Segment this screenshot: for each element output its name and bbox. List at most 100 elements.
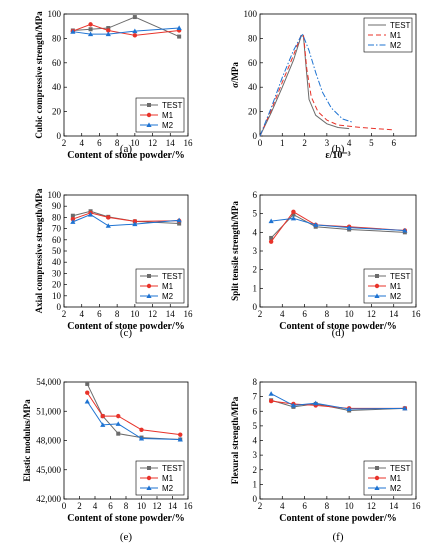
y-tick-label: 1	[253, 479, 258, 489]
legend-label-m2: M2	[390, 484, 402, 493]
x-tick-label: 2	[77, 501, 82, 511]
x-tick-label: 4	[93, 501, 98, 511]
y-tick-label: 100	[48, 9, 62, 19]
legend-label-m1: M1	[390, 282, 402, 291]
data-point-m1	[100, 413, 105, 419]
data-point-test	[106, 26, 111, 31]
data-point-m2	[176, 25, 182, 31]
x-tick-label: 14	[166, 309, 176, 319]
panel-caption: (b)	[332, 143, 345, 155]
x-tick-label: 1	[280, 138, 285, 148]
x-tick-label: 2	[258, 501, 263, 511]
y-tick-label: 7	[253, 392, 258, 402]
data-point-m2	[268, 218, 274, 224]
x-tick-label: 16	[184, 501, 194, 511]
y-tick-label: 3	[253, 450, 258, 460]
y-tick-label: 40	[52, 82, 62, 92]
x-tick-label: 6	[391, 138, 396, 148]
y-axis-label: Cubic compressive strength/MPa	[34, 11, 44, 139]
legend-label-m2: M2	[162, 121, 174, 130]
x-tick-label: 4	[347, 138, 352, 148]
series-line-test	[86, 383, 181, 441]
data-point-m2	[70, 219, 76, 224]
y-tick-label: 80	[248, 33, 258, 43]
y-tick-label: 4	[253, 436, 258, 446]
data-point-m2	[84, 398, 90, 404]
series-line-m2	[259, 32, 354, 137]
data-point-m2	[87, 212, 94, 217]
x-tick-label: 8	[124, 501, 129, 511]
x-tick-label: 14	[168, 501, 178, 511]
data-point-m2	[100, 422, 106, 427]
y-axis-label: Flexural strength/MPa	[230, 396, 240, 484]
data-point-m2	[177, 436, 183, 442]
data-point-test	[132, 15, 137, 20]
legend-label-m1: M1	[390, 474, 402, 483]
legend-label-m2: M2	[390, 41, 402, 50]
y-tick-label: 60	[248, 58, 258, 68]
legend-label-m1: M1	[390, 31, 402, 40]
chart-2: 2 4 6 8 10 12 14 160102030405060708090100Conten…	[34, 188, 193, 339]
data-point-test	[291, 212, 296, 217]
legend-label-m1: M1	[162, 474, 174, 483]
chart-1: 0 1 2 3 4 5 6020406080100ε/10⁻³σ/MPa(b)TESTM1M…	[230, 9, 417, 161]
series-line-m1	[86, 392, 181, 436]
x-tick-label: 2	[62, 138, 67, 148]
y-tick-label: 20	[52, 280, 62, 290]
x-tick-label: 12	[148, 309, 157, 319]
data-point-test	[88, 27, 93, 32]
data-point-m1	[139, 427, 144, 432]
x-axis-label: Content of stone powder/%	[67, 513, 185, 524]
data-point-m2	[105, 31, 111, 37]
x-tick-label: 10	[345, 501, 355, 511]
y-tick-label: 51,000	[36, 406, 61, 416]
legend-label-m2: M2	[162, 484, 174, 493]
y-tick-label: 80	[52, 212, 62, 222]
y-tick-label: 60	[52, 58, 62, 68]
data-point-test	[85, 381, 90, 386]
y-tick-label: 0	[253, 131, 258, 141]
x-tick-label: 4	[79, 138, 84, 148]
y-tick-label: 0	[253, 302, 258, 312]
x-axis-label: Content of stone powder/%	[279, 321, 397, 332]
legend-marker-m2	[146, 293, 152, 298]
x-axis-label: Content of stone powder/%	[279, 513, 397, 524]
x-tick-label: 12	[153, 501, 162, 511]
legend-marker-m2	[374, 293, 380, 298]
y-axis-label: σ/MPa	[230, 62, 240, 88]
y-tick-label: 45,000	[36, 465, 61, 475]
x-tick-label: 10	[130, 309, 140, 319]
legend-label-test: TEST	[162, 464, 183, 473]
y-tick-label: 2	[253, 265, 258, 275]
x-tick-label: 4	[79, 309, 84, 319]
x-tick-label: 6	[108, 501, 113, 511]
data-point-m2	[290, 215, 297, 221]
data-point-m2	[268, 391, 274, 396]
y-tick-label: 3	[253, 246, 258, 256]
data-point-m2	[402, 227, 408, 233]
y-tick-label: 5	[253, 421, 258, 431]
x-tick-label: 14	[389, 309, 399, 319]
data-point-m1	[106, 28, 111, 33]
panel-caption: (c)	[120, 327, 133, 339]
chart-4: 0 2 4 6 8 10 12 14 16 42,000 45,000 48,000 51,000 54,…	[22, 377, 193, 543]
data-point-m1	[132, 33, 138, 38]
x-axis-label: ε/10⁻³	[325, 150, 350, 161]
x-tick-label: 12	[367, 501, 376, 511]
y-tick-label: 2	[253, 465, 258, 475]
legend-label-test: TEST	[390, 464, 411, 473]
plot-frame	[63, 13, 189, 137]
legend-marker-m2	[146, 122, 152, 127]
data-point-m1	[85, 390, 90, 395]
x-tick-label: 8	[115, 309, 120, 319]
y-tick-label: 0	[253, 494, 258, 504]
data-point-m2	[176, 217, 182, 223]
data-point-m1	[268, 398, 274, 404]
legend-label-m1: M1	[162, 111, 174, 120]
series-line-m2	[86, 401, 181, 441]
